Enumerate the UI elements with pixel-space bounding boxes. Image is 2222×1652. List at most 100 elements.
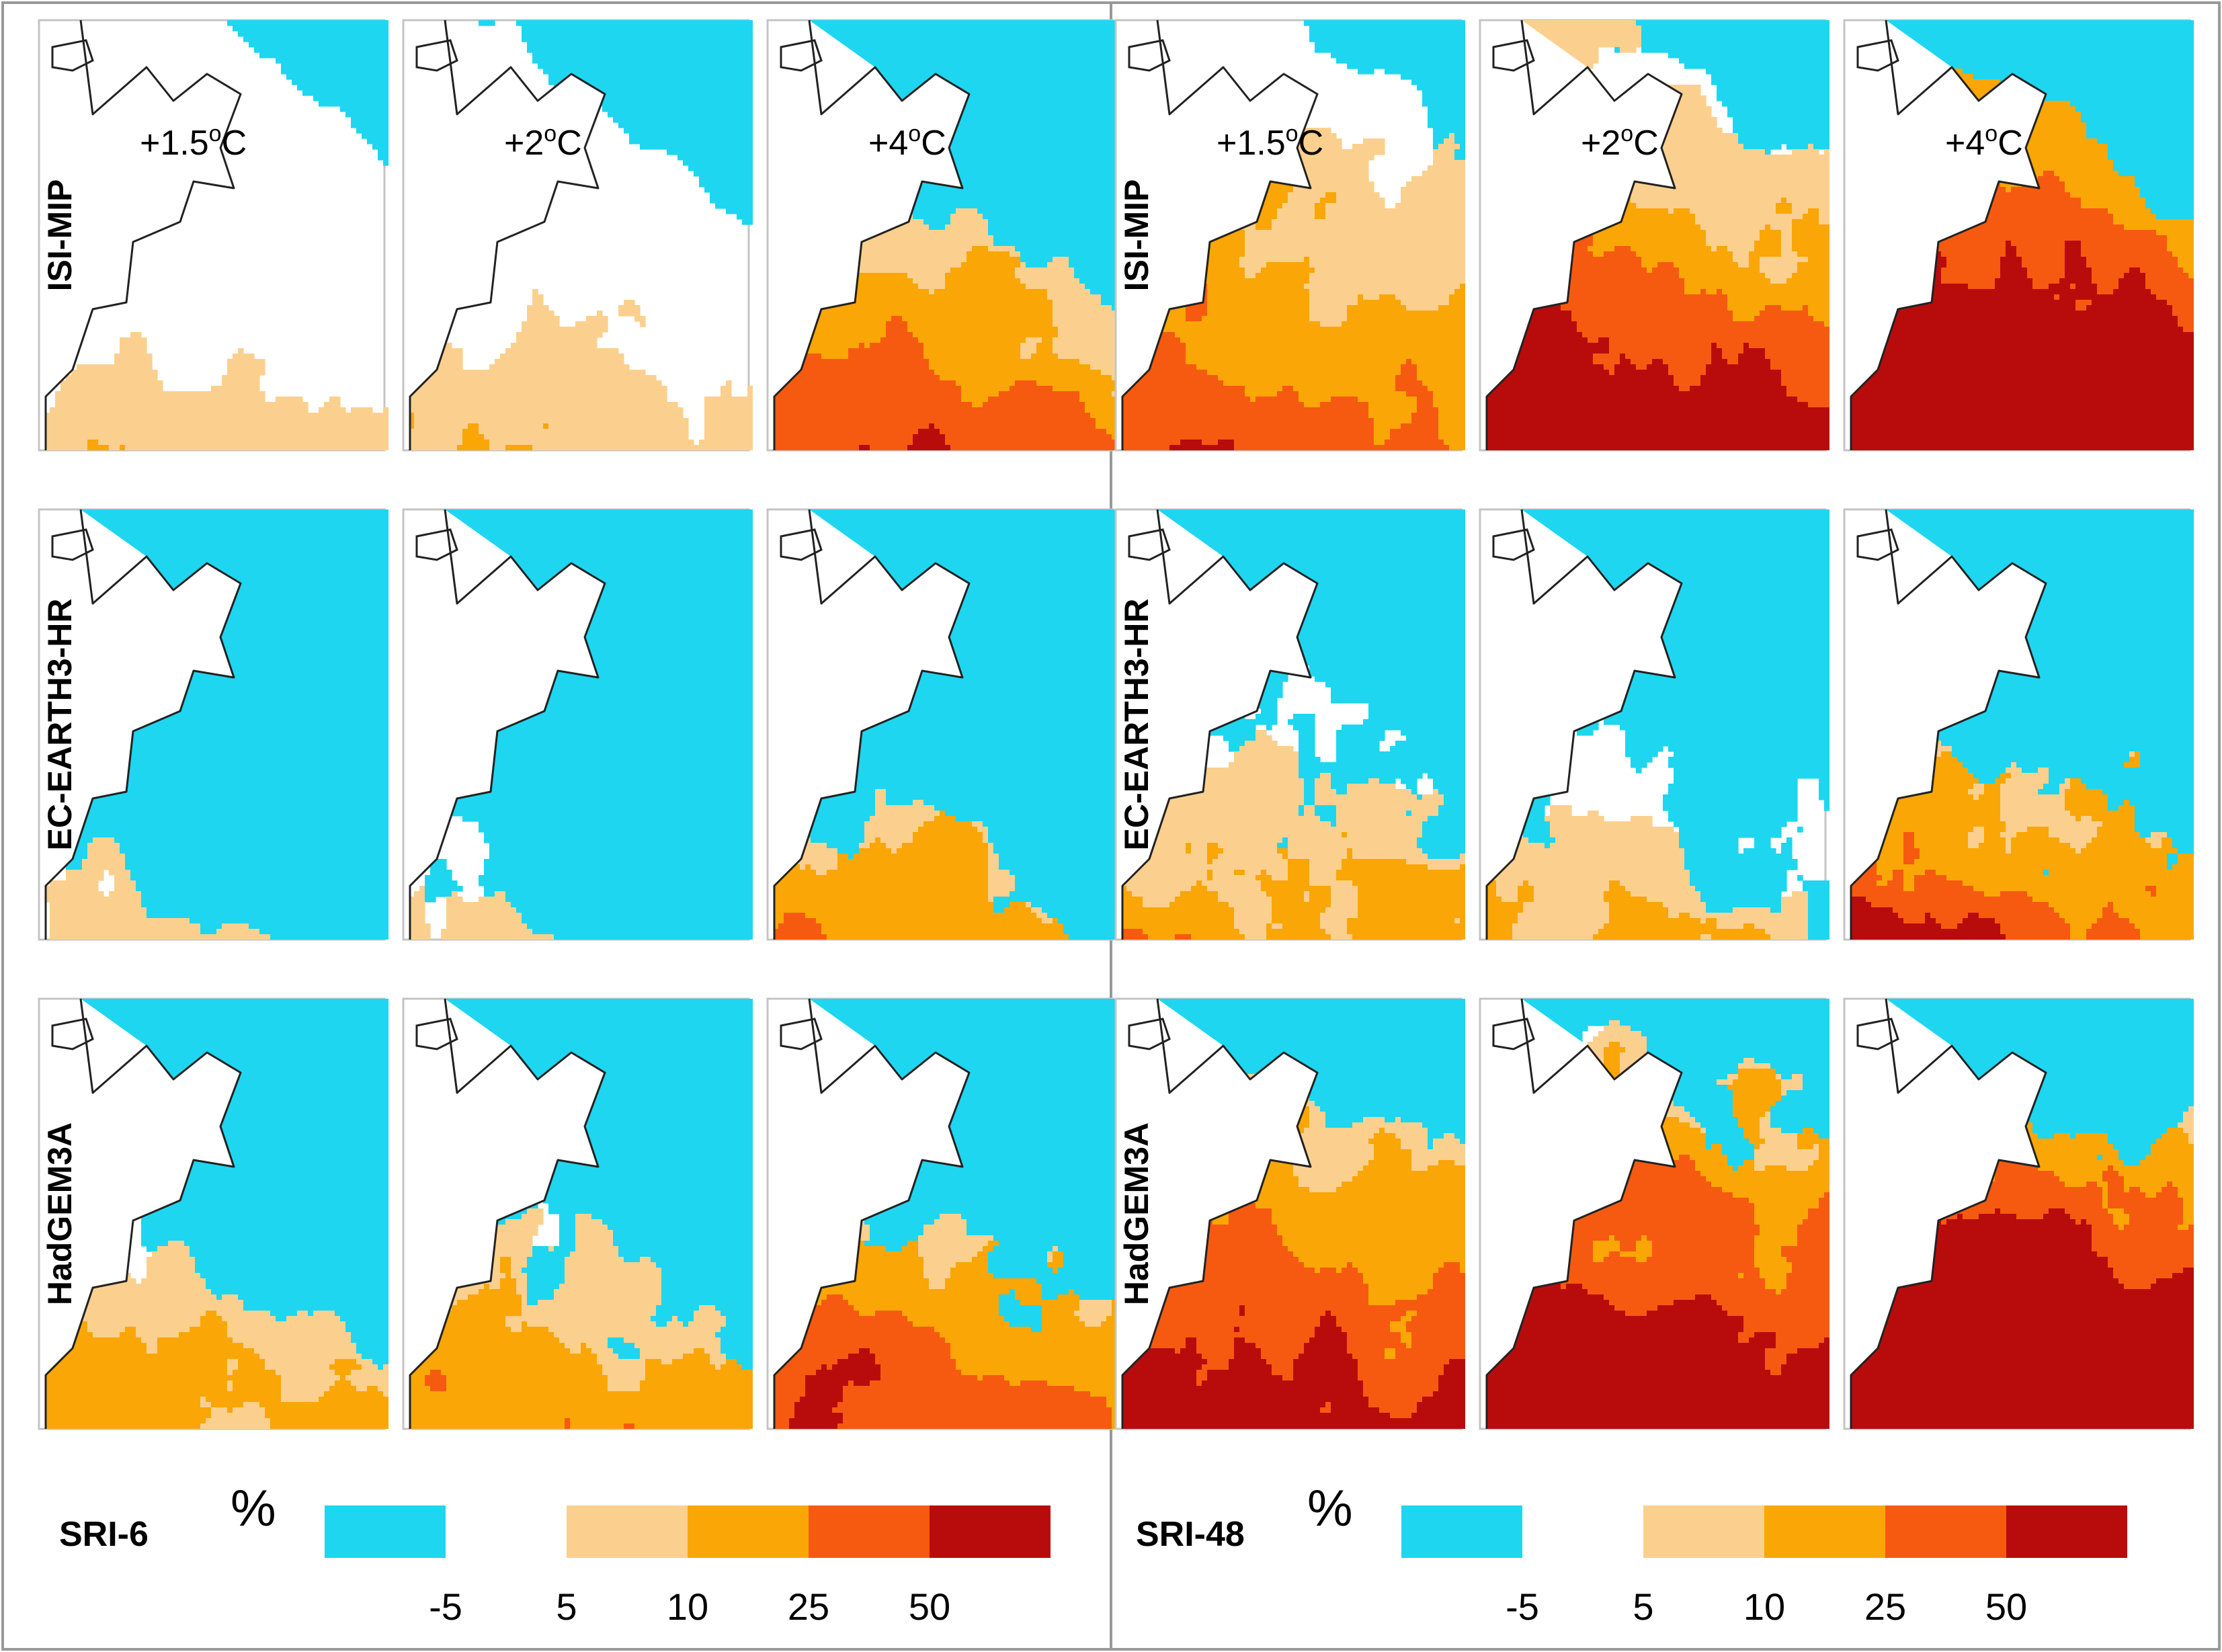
anomaly-cell [249,26,255,32]
anomaly-cell [694,69,700,75]
anomaly-cell [351,117,357,123]
anomaly-cell [575,375,581,381]
anomaly-cell [511,391,517,397]
anomaly-cell [259,407,265,413]
anomaly-cell [602,375,608,381]
anomaly-cell [286,413,292,419]
anomaly-cell [618,20,624,26]
anomaly-cell [168,391,174,397]
anomaly-cell [651,36,657,42]
anomaly-cell [747,95,753,101]
anomaly-cell [538,359,544,365]
anomaly-cell [286,52,292,58]
anomaly-cell [173,413,179,419]
anomaly-cell [565,354,571,360]
anomaly-cell [190,434,196,440]
anomaly-cell [1058,144,1064,150]
anomaly-cell [597,440,603,446]
anomaly-cell [640,95,646,101]
anomaly-cell [190,429,196,435]
anomaly-cell [216,429,222,435]
anomaly-cell [629,58,635,64]
anomaly-cell [640,85,646,91]
anomaly-cell [742,31,748,37]
anomaly-cell [731,63,737,69]
anomaly-cell [1074,52,1080,58]
anomaly-cell [1015,26,1021,32]
anomaly-cell [747,429,753,435]
anomaly-cell [565,343,571,349]
anomaly-cell [362,26,368,32]
anomaly-cell [227,407,233,413]
anomaly-cell [82,445,88,451]
anomaly-cell [104,364,110,370]
anomaly-cell [259,418,265,424]
anomaly-cell [136,375,142,381]
anomaly-cell [645,413,651,419]
anomaly-cell [554,343,560,349]
anomaly-cell [441,429,447,435]
anomaly-cell [624,31,630,37]
anomaly-cell [238,380,244,386]
anomaly-cell [721,122,727,128]
anomaly-cell [651,138,657,144]
anomaly-cell [704,423,710,429]
anomaly-cell [581,63,587,69]
anomaly-cell [340,58,346,64]
anomaly-cell [1069,144,1075,150]
anomaly-cell [747,418,753,424]
anomaly-cell [618,429,624,435]
anomaly-cell [613,370,619,376]
anomaly-cell [983,133,989,139]
anomaly-cell [82,429,88,435]
anomaly-cell [645,375,651,381]
anomaly-cell [694,445,700,451]
anomaly-cell [683,440,689,446]
anomaly-cell [747,90,753,96]
anomaly-cell [104,418,110,424]
anomaly-cell [591,69,598,75]
anomaly-cell [543,52,549,58]
anomaly-cell [602,364,608,370]
anomaly-cell [511,370,517,376]
anomaly-cell [351,434,357,440]
anomaly-cell [1047,144,1053,150]
anomaly-cell [913,58,919,64]
anomaly-cell [913,26,919,32]
anomaly-cell [645,101,651,107]
anomaly-cell [281,36,287,42]
anomaly-cell [265,434,271,440]
anomaly-cell [1026,63,1032,69]
anomaly-cell [345,423,352,429]
anomaly-cell [726,128,732,134]
anomaly-cell [742,155,748,161]
anomaly-cell [854,36,860,42]
anomaly-cell [945,58,951,64]
anomaly-cell [661,434,667,440]
anomaly-cell [532,348,538,354]
anomaly-cell [704,149,710,155]
anomaly-cell [254,418,260,424]
anomaly-cell [548,316,554,322]
anomaly-cell [270,52,276,58]
anomaly-cell [731,85,737,91]
anomaly-cell [715,171,721,177]
anomaly-cell [362,79,368,85]
anomaly-cell [608,429,614,435]
anomaly-cell [672,407,678,413]
anomaly-cell [956,69,962,75]
anomaly-cell [372,90,378,96]
anomaly-cell [147,445,153,451]
anomaly-cell [721,133,727,139]
anomaly-cell [710,187,716,193]
anomaly-cell [597,359,603,365]
anomaly-cell [737,47,743,53]
anomaly-cell [565,440,571,446]
anomaly-cell [141,380,147,386]
anomaly-cell [71,418,77,424]
anomaly-cell [362,90,368,96]
anomaly-cell [602,58,608,64]
anomaly-cell [1020,95,1026,101]
anomaly-cell [1085,26,1091,32]
anomaly-cell [602,31,608,37]
